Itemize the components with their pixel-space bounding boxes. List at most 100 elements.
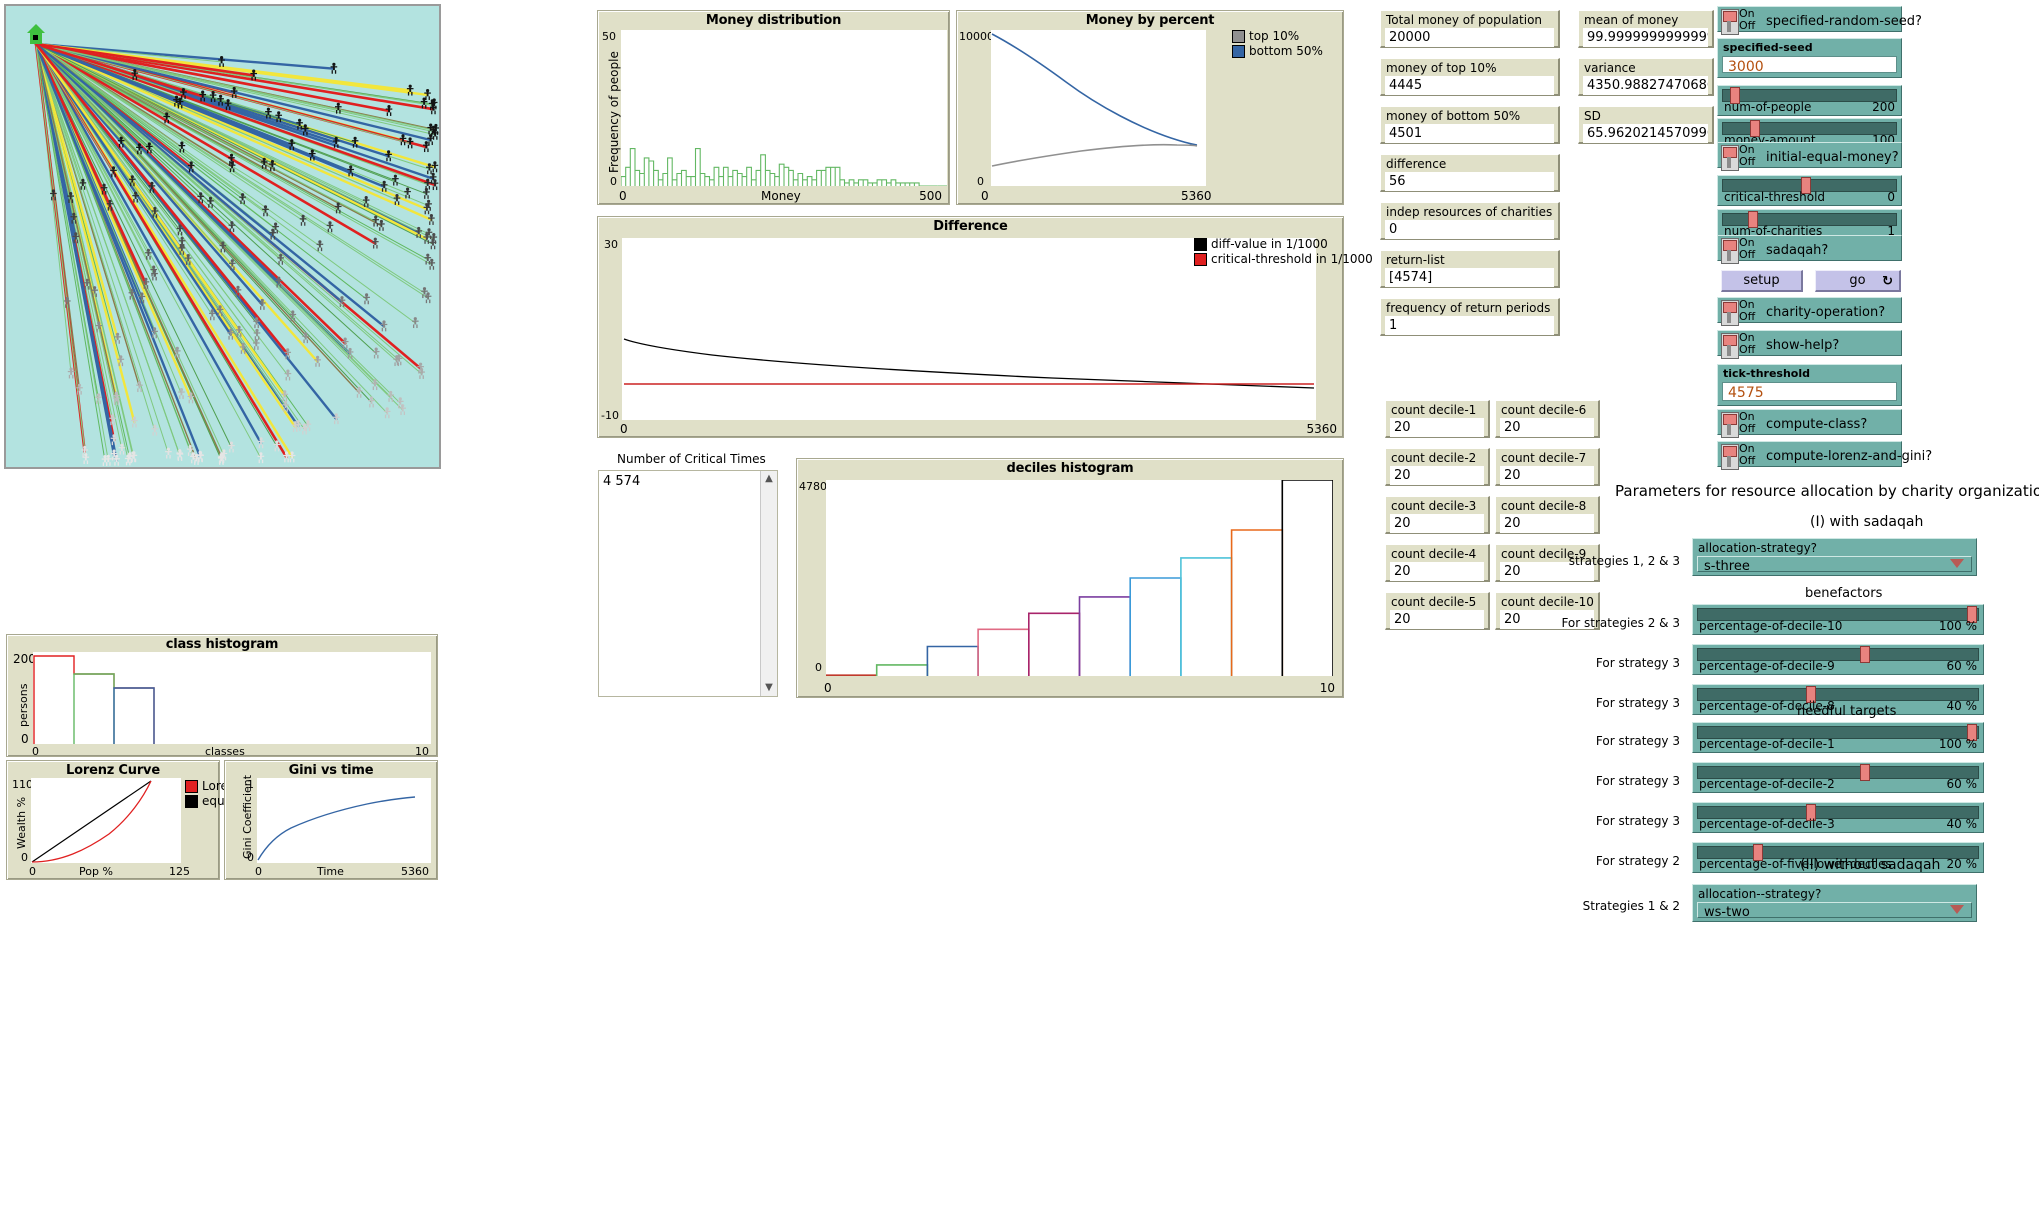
chooser-allocation--strategy[interactable]: allocation--strategy? ws-two bbox=[1692, 884, 1977, 922]
slider-percentage-of-decile-2[interactable]: percentage-of-decile-2 60 % bbox=[1692, 762, 1984, 793]
chevron-down-icon[interactable] bbox=[1950, 905, 1964, 914]
slider-track[interactable] bbox=[1697, 648, 1979, 661]
charity-house-icon bbox=[27, 24, 45, 44]
slider-track[interactable] bbox=[1697, 766, 1979, 779]
slider-thumb[interactable] bbox=[1806, 804, 1817, 821]
monitor-count-decile-4: count decile-4 20 bbox=[1385, 544, 1490, 582]
slider-track[interactable] bbox=[1697, 726, 1979, 739]
input-specified-seed[interactable]: specified-seed 3000 bbox=[1717, 38, 1902, 78]
legend-item: critical-threshold in 1/1000 bbox=[1194, 252, 1373, 267]
monitor-count-decile-1: count decile-1 20 bbox=[1385, 400, 1490, 438]
slider-percentage-of-decile-3[interactable]: percentage-of-decile-3 40 % bbox=[1692, 802, 1984, 833]
y-max-label: 30 bbox=[604, 238, 618, 251]
slider-percentage-of-five-lower-deciles[interactable]: percentage-of-five-lower-deciles 20 % bbox=[1692, 842, 1984, 873]
money-by-percent-canvas bbox=[991, 30, 1206, 186]
monitor-value: 56 bbox=[1385, 172, 1554, 191]
input-tick-threshold[interactable]: tick-threshold 4575 bbox=[1717, 364, 1902, 406]
monitor-label: frequency of return periods bbox=[1386, 301, 1551, 315]
legend-item: bottom 50% bbox=[1232, 44, 1323, 59]
monitor-count-decile-3: count decile-3 20 bbox=[1385, 496, 1490, 534]
plot-title: Difference bbox=[933, 219, 1008, 234]
monitor-value: 20 bbox=[1390, 562, 1484, 581]
x-axis-title: Pop % bbox=[79, 865, 113, 878]
slider-percentage-of-decile-8[interactable]: percentage-of-decile-8 40 % bbox=[1692, 684, 1984, 715]
chevron-down-icon[interactable] bbox=[1950, 559, 1964, 568]
slider-thumb[interactable] bbox=[1750, 120, 1760, 137]
input-value[interactable]: 4575 bbox=[1722, 382, 1897, 401]
forever-icon: ↻ bbox=[1882, 273, 1893, 289]
slider-track[interactable] bbox=[1697, 608, 1979, 621]
slider-percentage-of-decile-10[interactable]: percentage-of-decile-10 100 % bbox=[1692, 604, 1984, 635]
chooser-value[interactable]: ws-two bbox=[1697, 902, 1972, 920]
vertical-scrollbar[interactable]: ▲ ▼ bbox=[760, 471, 777, 696]
switch-specified-random-seed[interactable]: On Off specified-random-seed? bbox=[1717, 6, 1922, 35]
critical-times-output[interactable]: 4 574 ▲ ▼ bbox=[598, 470, 778, 697]
switch-compute-class[interactable]: On Off compute-class? bbox=[1717, 409, 1902, 438]
slider-num-of-charities[interactable]: num-of-charities 1 bbox=[1717, 209, 1902, 240]
monitor-label: money of top 10% bbox=[1386, 61, 1497, 75]
scroll-up-icon[interactable]: ▲ bbox=[765, 473, 773, 484]
input-value[interactable]: 3000 bbox=[1722, 56, 1897, 75]
slider-track[interactable] bbox=[1722, 89, 1897, 102]
y-min-label: 0 bbox=[815, 661, 822, 674]
slider-thumb[interactable] bbox=[1967, 724, 1977, 741]
benefactors-heading: benefactors bbox=[1805, 586, 1883, 601]
slider-thumb[interactable] bbox=[1748, 211, 1758, 228]
switch-charity-operation[interactable]: On Off charity-operation? bbox=[1717, 297, 1902, 326]
slider-track[interactable] bbox=[1697, 806, 1979, 819]
monitor-label: count decile-4 bbox=[1391, 547, 1477, 561]
legend-swatch bbox=[1232, 45, 1245, 58]
slider-thumb[interactable] bbox=[1859, 764, 1870, 781]
setup-button[interactable]: setup bbox=[1721, 270, 1803, 292]
switch-sadaqah[interactable]: On Off sadaqah? bbox=[1717, 235, 1902, 264]
switch-initial-equal-money[interactable]: On Off initial-equal-money? bbox=[1717, 142, 1902, 171]
slider-track[interactable] bbox=[1722, 122, 1897, 135]
slider-track[interactable] bbox=[1722, 213, 1897, 226]
go-button[interactable]: go ↻ bbox=[1815, 270, 1901, 292]
slider-thumb[interactable] bbox=[1730, 87, 1740, 104]
switch-state: On Off bbox=[1739, 143, 1756, 168]
slider-value: 0 bbox=[1887, 190, 1895, 204]
toggle-icon bbox=[1721, 412, 1739, 438]
simulation-world-view[interactable] bbox=[4, 4, 441, 469]
scroll-down-icon[interactable]: ▼ bbox=[765, 682, 773, 693]
switch-show-help[interactable]: On Off show-help? bbox=[1717, 330, 1902, 359]
slider-row-label: For strategy 2 bbox=[1595, 854, 1680, 868]
slider-value: 40 % bbox=[1946, 699, 1978, 713]
slider-track[interactable] bbox=[1697, 688, 1979, 701]
monitor-value: 20 bbox=[1390, 418, 1484, 437]
monitor-label: count decile-2 bbox=[1391, 451, 1477, 465]
monitor-indep-resources-of-charities: indep resources of charities 0 bbox=[1380, 202, 1560, 240]
slider-percentage-of-decile-1[interactable]: percentage-of-decile-1 100 % bbox=[1692, 722, 1984, 753]
slider-track[interactable] bbox=[1697, 846, 1979, 859]
toggle-icon bbox=[1721, 300, 1739, 326]
legend-label: diff-value in 1/1000 bbox=[1211, 237, 1328, 251]
x-max-label: 10 bbox=[415, 745, 429, 758]
legend-label: critical-threshold in 1/1000 bbox=[1211, 252, 1373, 266]
x-min-label: 0 bbox=[32, 745, 39, 758]
slider-percentage-of-decile-9[interactable]: percentage-of-decile-9 60 % bbox=[1692, 644, 1984, 675]
slider-thumb[interactable] bbox=[1967, 606, 1977, 623]
world-canvas bbox=[6, 6, 440, 467]
monitor-value: 1 bbox=[1385, 316, 1554, 335]
section-ii-heading: (II) without sadaqah bbox=[1800, 857, 1941, 873]
monitor-sd: SD 65.9620214570996 bbox=[1578, 106, 1714, 144]
slider-critical-threshold[interactable]: critical-threshold 0 bbox=[1717, 175, 1902, 206]
monitor-count-decile-2: count decile-2 20 bbox=[1385, 448, 1490, 486]
slider-thumb[interactable] bbox=[1806, 686, 1817, 703]
chooser-allocation-strategy[interactable]: allocation-strategy? s-three bbox=[1692, 538, 1977, 576]
slider-thumb[interactable] bbox=[1801, 177, 1811, 194]
input-label: specified-seed bbox=[1723, 41, 1813, 54]
slider-thumb[interactable] bbox=[1859, 646, 1870, 663]
monitor-count-decile-6: count decile-6 20 bbox=[1495, 400, 1600, 438]
chooser-value[interactable]: s-three bbox=[1697, 556, 1972, 574]
monitor-value: 20 bbox=[1390, 514, 1484, 533]
slider-thumb[interactable] bbox=[1752, 844, 1763, 861]
class-histogram-canvas bbox=[33, 652, 431, 744]
monitor-value: 0 bbox=[1385, 220, 1554, 239]
monitor-label: SD bbox=[1584, 109, 1601, 123]
monitor-value: 4445 bbox=[1385, 76, 1554, 95]
slider-num-of-people[interactable]: num-of-people 200 bbox=[1717, 85, 1902, 116]
switch-compute-lorenz-and-gini[interactable]: On Off compute-lorenz-and-gini? bbox=[1717, 441, 1932, 470]
